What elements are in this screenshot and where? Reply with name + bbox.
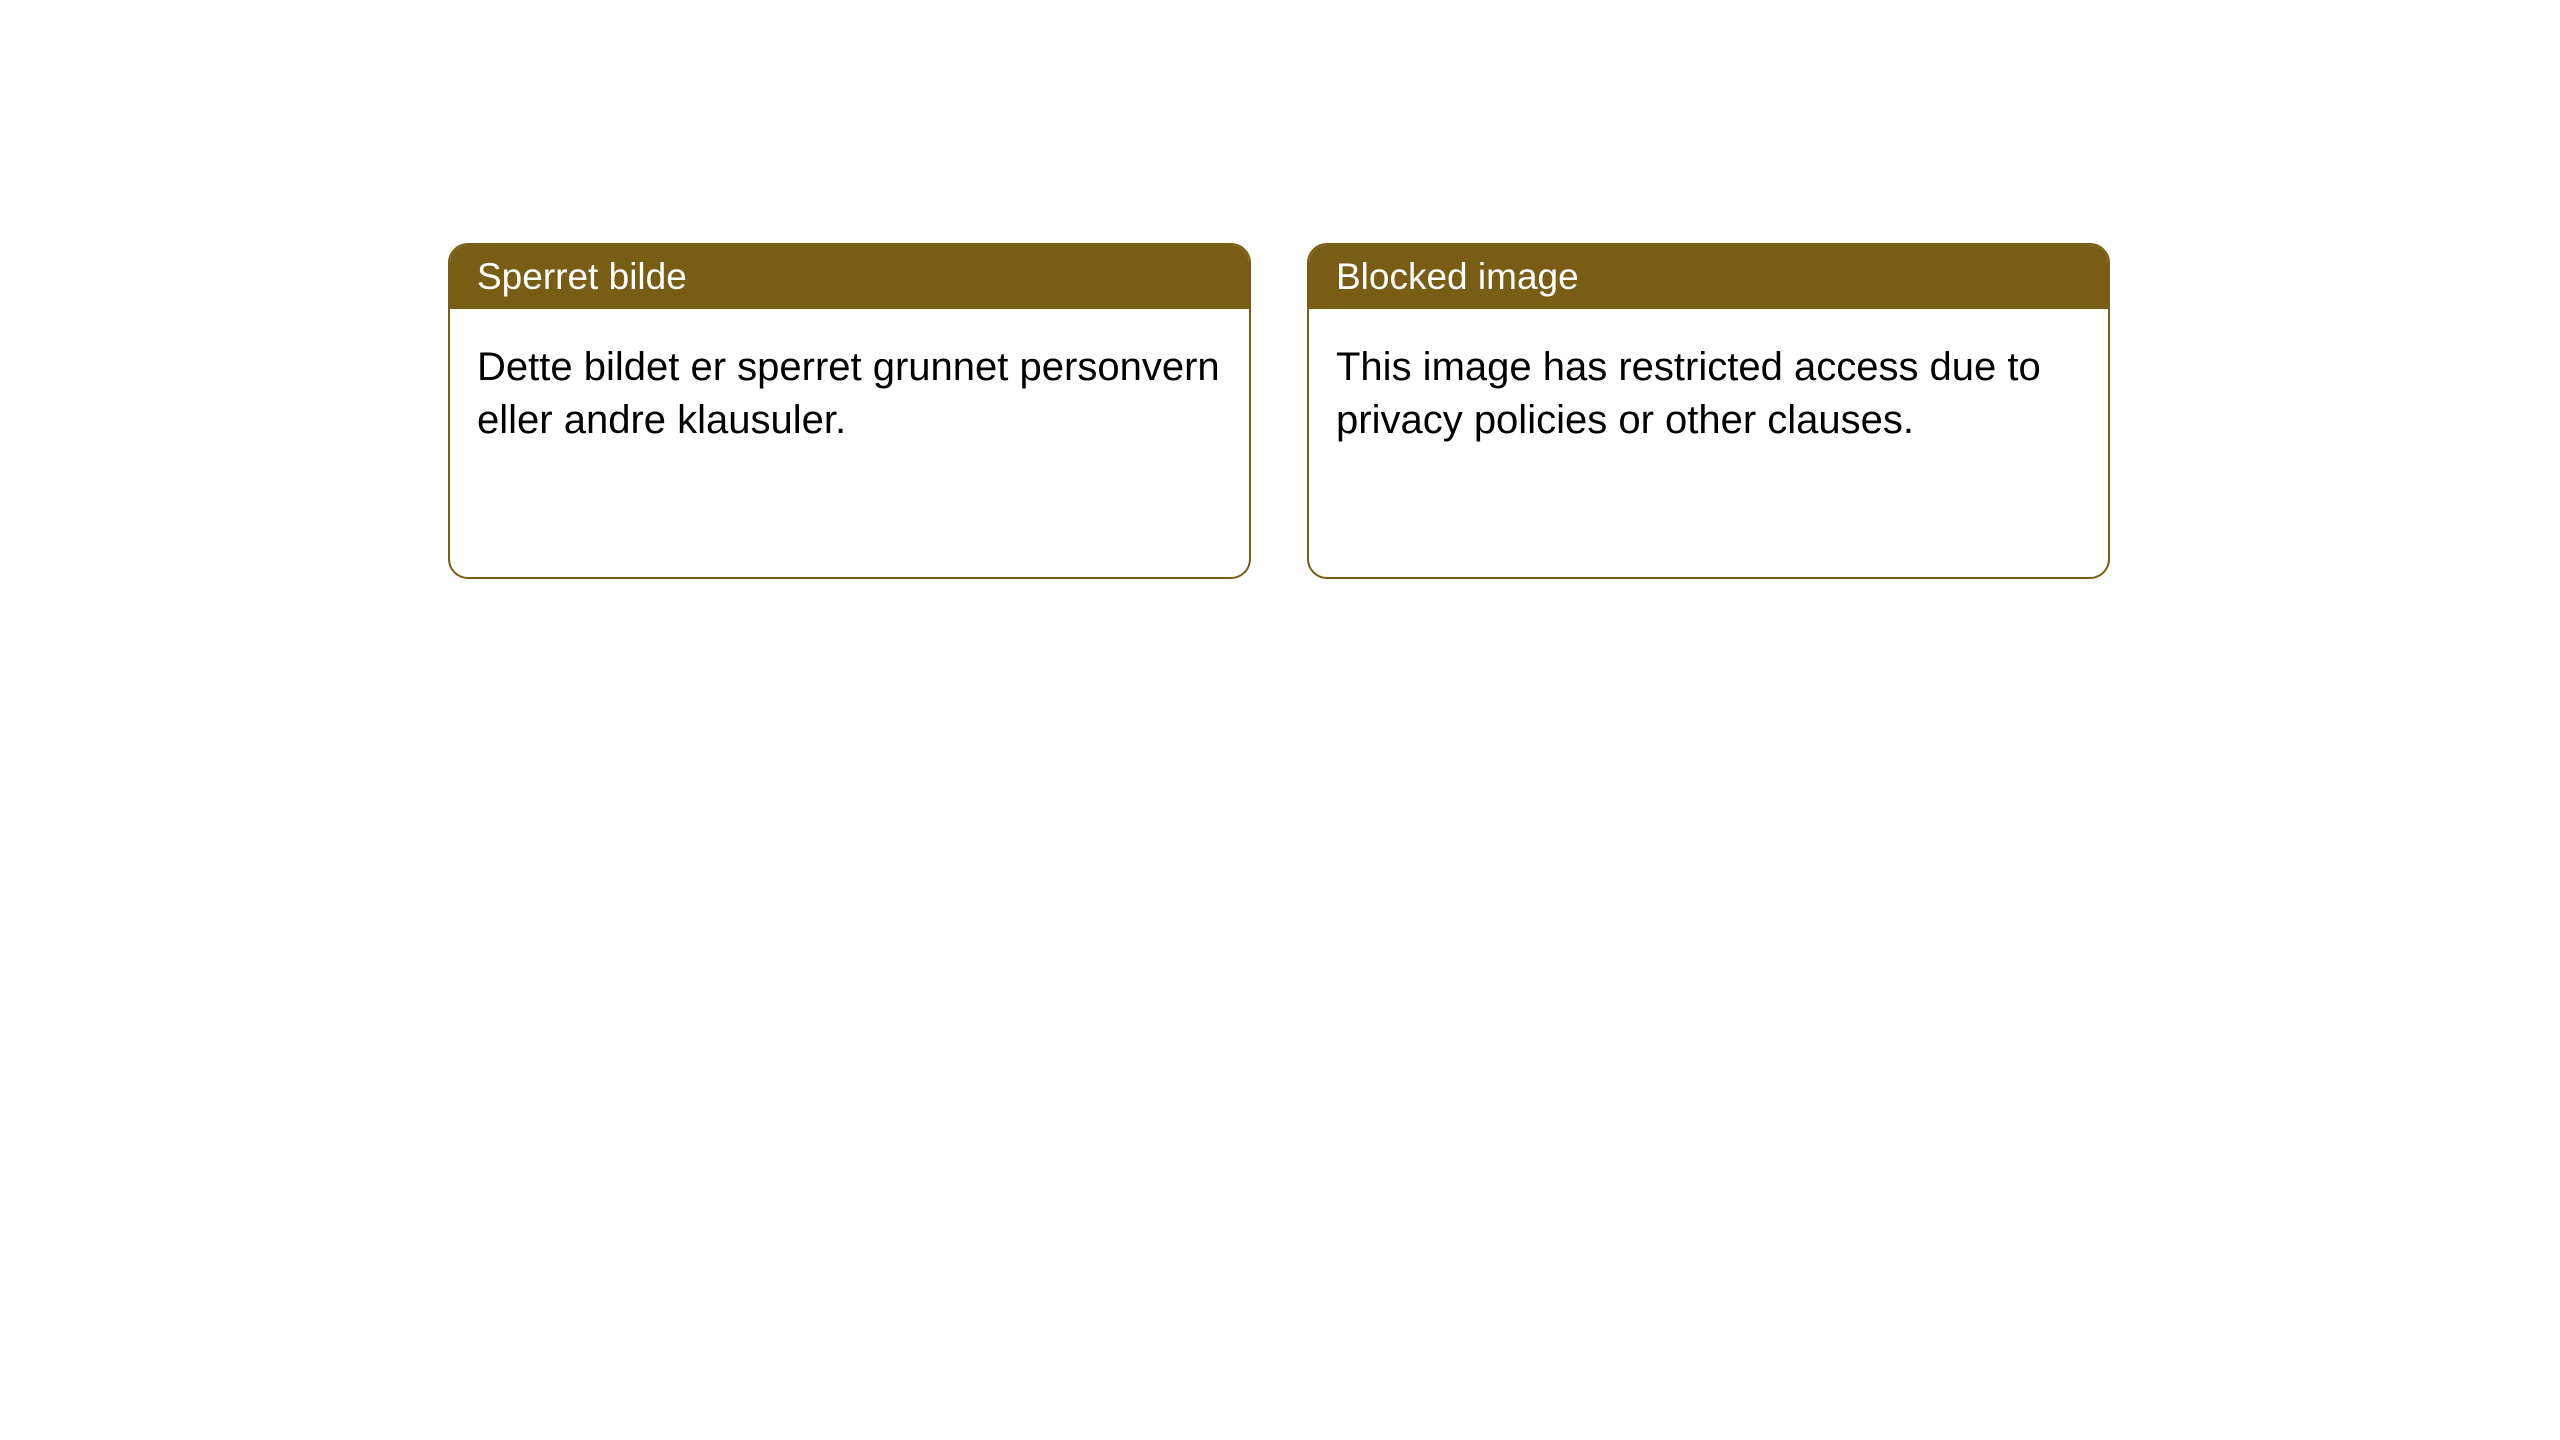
notice-container: Sperret bilde Dette bildet er sperret gr…: [448, 243, 2110, 579]
notice-body-english: This image has restricted access due to …: [1309, 309, 2108, 479]
notice-card-norwegian: Sperret bilde Dette bildet er sperret gr…: [448, 243, 1251, 579]
notice-card-english: Blocked image This image has restricted …: [1307, 243, 2110, 579]
notice-title-english: Blocked image: [1309, 245, 2108, 309]
notice-body-norwegian: Dette bildet er sperret grunnet personve…: [450, 309, 1249, 479]
notice-title-norwegian: Sperret bilde: [450, 245, 1249, 309]
